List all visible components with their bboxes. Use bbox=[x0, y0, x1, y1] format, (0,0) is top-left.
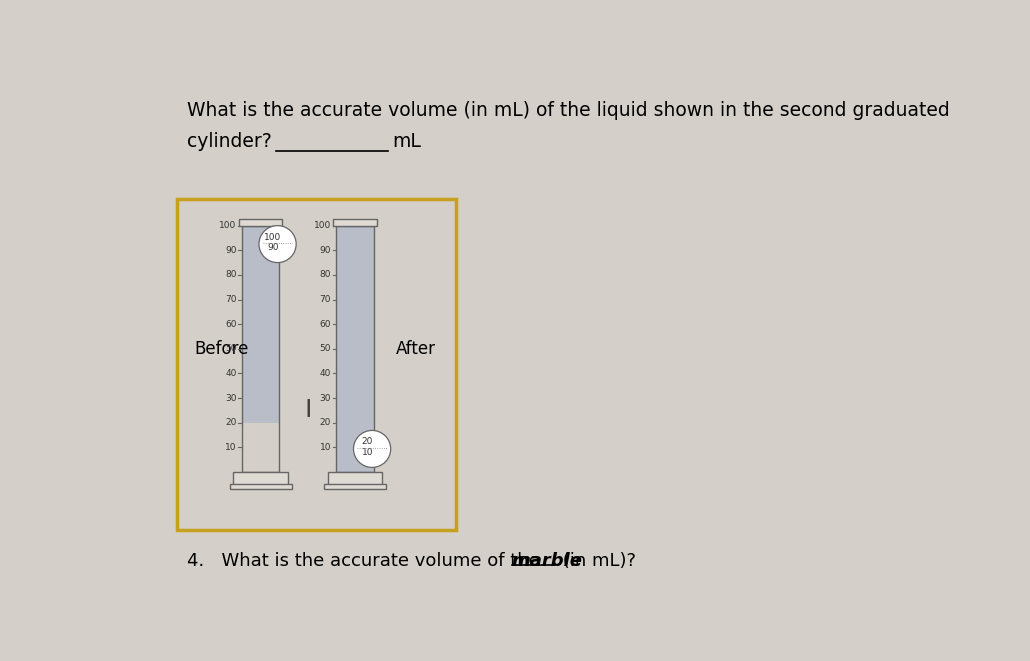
Bar bbox=[242, 225, 279, 472]
Text: 100: 100 bbox=[265, 233, 281, 242]
Text: 30: 30 bbox=[319, 393, 331, 403]
Bar bbox=[324, 484, 386, 489]
Text: 70: 70 bbox=[225, 295, 237, 304]
Text: 40: 40 bbox=[319, 369, 331, 378]
Bar bbox=[234, 472, 287, 487]
Text: Before: Before bbox=[195, 340, 249, 358]
Text: 10: 10 bbox=[319, 443, 331, 452]
Text: 30: 30 bbox=[225, 393, 237, 403]
Text: 20: 20 bbox=[319, 418, 331, 427]
Text: 80: 80 bbox=[319, 270, 331, 280]
Text: 50: 50 bbox=[319, 344, 331, 354]
Circle shape bbox=[353, 430, 390, 467]
Text: 70: 70 bbox=[319, 295, 331, 304]
Text: 10: 10 bbox=[225, 443, 237, 452]
Text: 90: 90 bbox=[267, 243, 279, 253]
Bar bbox=[242, 225, 279, 423]
Text: 4.   What is the accurate volume of the: 4. What is the accurate volume of the bbox=[186, 551, 545, 570]
Text: mL: mL bbox=[392, 132, 421, 151]
Text: I: I bbox=[305, 399, 312, 422]
Text: 100: 100 bbox=[219, 221, 237, 230]
Text: (in mL)?: (in mL)? bbox=[556, 551, 636, 570]
Text: What is the accurate volume (in mL) of the liquid shown in the second graduated: What is the accurate volume (in mL) of t… bbox=[186, 101, 950, 120]
Text: 80: 80 bbox=[225, 270, 237, 280]
Bar bbox=[337, 225, 374, 472]
Text: cylinder?: cylinder? bbox=[186, 132, 272, 151]
Text: 60: 60 bbox=[225, 320, 237, 329]
Text: 60: 60 bbox=[319, 320, 331, 329]
Text: After: After bbox=[397, 340, 436, 358]
Text: 40: 40 bbox=[226, 369, 237, 378]
Bar bbox=[230, 484, 291, 489]
Text: 50: 50 bbox=[225, 344, 237, 354]
Text: 90: 90 bbox=[225, 246, 237, 254]
Bar bbox=[337, 225, 374, 472]
Text: 20: 20 bbox=[226, 418, 237, 427]
Text: 100: 100 bbox=[314, 221, 331, 230]
Circle shape bbox=[259, 225, 297, 262]
Bar bbox=[334, 219, 377, 225]
Bar bbox=[239, 219, 282, 225]
Bar bbox=[328, 472, 382, 487]
Text: 20: 20 bbox=[362, 438, 373, 446]
Text: 90: 90 bbox=[319, 246, 331, 254]
Text: 10: 10 bbox=[362, 448, 373, 457]
Text: marble: marble bbox=[512, 551, 583, 570]
